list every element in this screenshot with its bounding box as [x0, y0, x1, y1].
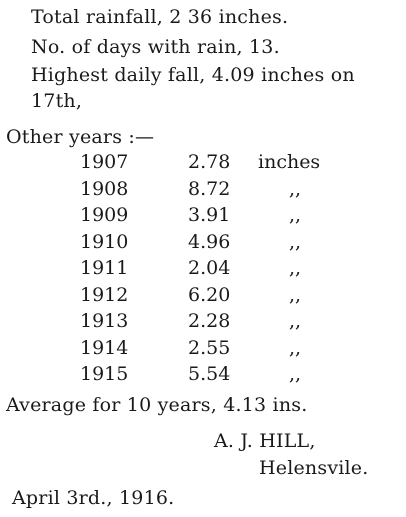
year-cell: 1908: [80, 178, 129, 200]
ditto-mark: ,,: [289, 231, 302, 253]
year-row: 1911 2.04,,: [0, 257, 406, 279]
signature-name: A. J. HILL,: [214, 430, 316, 452]
year-cell: 1914: [80, 337, 129, 359]
year-row: 1912 6.20,,: [0, 284, 406, 306]
rainfall-value-cell: 6.20: [188, 284, 231, 306]
ditto-mark: ,,: [289, 363, 302, 385]
ditto-mark: ,,: [289, 204, 302, 226]
year-cell: 1909: [80, 204, 129, 226]
rainfall-value-cell: 2.78: [188, 151, 231, 173]
year-row: 1915 5.54,,: [0, 363, 406, 385]
year-row: 1908 8.72,,: [0, 178, 406, 200]
rainfall-value-cell: 8.72: [188, 178, 231, 200]
year-row: 1907 2.78 inches: [0, 151, 406, 173]
year-cell: 1912: [80, 284, 129, 306]
rainfall-value-cell: 2.04: [188, 257, 231, 279]
year-cell: 1910: [80, 231, 129, 253]
other-years-label: Other years :—: [6, 126, 155, 148]
ditto-mark: ,,: [289, 284, 302, 306]
rainfall-value-cell: 3.91: [188, 204, 231, 226]
year-cell: 1915: [80, 363, 129, 385]
year-row: 1909 3.91,,: [0, 204, 406, 226]
total-rainfall-line: Total rainfall, 2 36 inches.: [31, 6, 289, 28]
year-row: 1914 2.55,,: [0, 337, 406, 359]
ditto-mark: ,,: [289, 178, 302, 200]
rainfall-value-cell: 2.28: [188, 310, 231, 332]
signature-place: Helensvile.: [259, 457, 369, 479]
report-date: April 3rd., 1916.: [12, 487, 175, 509]
year-row: 1913 2.28,,: [0, 310, 406, 332]
year-cell: 1911: [80, 257, 129, 279]
ditto-mark: ,,: [289, 337, 302, 359]
ditto-mark: ,,: [289, 257, 302, 279]
rainfall-value-cell: 2.55: [188, 337, 231, 359]
rainfall-value-cell: 4.96: [188, 231, 231, 253]
year-row: 1910 4.96,,: [0, 231, 406, 253]
rainfall-value-cell: 5.54: [188, 363, 231, 385]
year-cell: 1913: [80, 310, 129, 332]
ditto-mark: ,,: [289, 310, 302, 332]
year-cell: 1907: [80, 151, 129, 173]
average-line: Average for 10 years, 4.13 ins.: [6, 394, 308, 416]
rain-days-line: No. of days with rain, 13.: [31, 36, 280, 58]
unit-label: inches: [258, 151, 321, 173]
highest-fall-line: Highest daily fall, 4.09 inches on: [31, 64, 355, 86]
highest-fall-date-line: 17th,: [31, 90, 83, 112]
